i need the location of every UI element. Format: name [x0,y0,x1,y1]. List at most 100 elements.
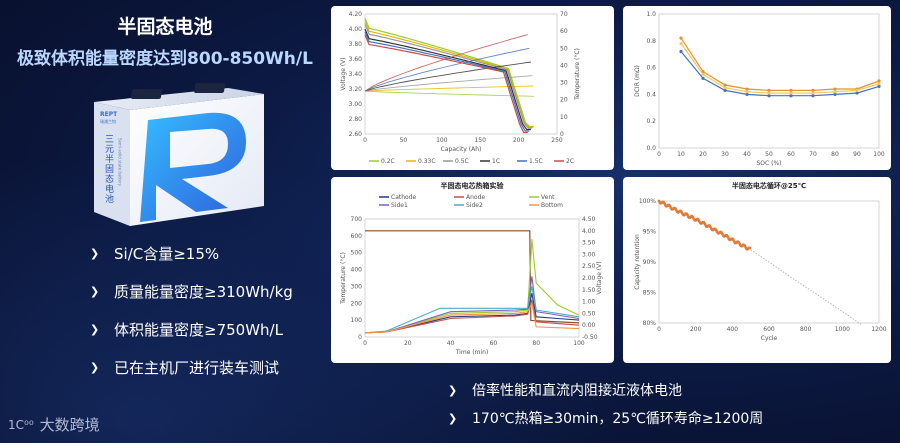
legend-label: 0.33C [418,158,436,165]
voltage-curve [364,24,533,129]
dcir-point [723,83,727,87]
y2-tick-label: 10 [560,114,568,121]
x-tick-label: 600 [763,326,775,333]
y2-tick-label: 40 [560,62,568,69]
x-tick-label: 1200 [871,326,886,333]
hot-box-chart-panel: 0 20 40 60 80 100 0 100 200 300 400 500 600 700 -0.50 0… [331,177,614,363]
feature-text: 体积能量密度≥750Wh/L [114,320,283,339]
y-tick-label: 0.6 [646,65,656,72]
x-tick-label: 200 [690,326,702,333]
temperature-curve [364,90,535,97]
dcir-point [745,87,749,91]
hot-box-chart: 0 20 40 60 80 100 0 100 200 300 400 500 600 700 -0.50 0… [340,181,603,356]
y-tick-label: 3.40 [349,71,363,78]
plot-frame [658,13,880,149]
feature-list: ❯ Si/C含量≥15% ❯ 质量能量密度≥310Wh/kg ❯ 体积能量密度≥750… [90,234,293,386]
y-axis-label: Temperature (°C) [340,252,347,305]
dcir-point [745,92,749,96]
legend-label: Anode [466,194,485,201]
y-tick-label: 100% [639,198,656,205]
battery-illustration: REPT 瑞浦兰钧 三元半固态电池 Semi-solid state batte… [94,83,264,226]
temperature-series-line [364,301,580,334]
y-axis-label: DCIR (mΩ) [634,65,641,97]
slide-title: 半固态电池 [117,16,213,38]
y2-tick-label: 0.50 [582,310,596,317]
dcir-point [789,91,793,95]
y2-tick-label: 4.50 [582,216,596,223]
y-tick-label: 3.60 [349,56,363,63]
x-axis-label: Time (min) [455,349,489,356]
watermark: 1C⁰⁰ 大数跨境 [8,414,100,435]
dcir-point [701,72,705,76]
summary-item: ❯ 170℃热箱≥30min，25℃循环寿命≥1200周 [448,404,763,432]
cycle-life-chart: 0 200 400 600 800 1000 1200 100% 95% 90% 85% 80% Cyc… [634,181,887,342]
cycle-life-chart-panel: 0 200 400 600 800 1000 1200 100% 95% 90% 85% 80% Cyc… [623,177,891,363]
x-tick-label: 40 [447,340,455,347]
y-axis-label: Capacity retention [634,234,641,290]
dcir-point [679,41,683,46]
dcir-point [679,36,683,40]
x-tick-label: 20 [699,151,707,158]
battery-side [94,102,130,226]
dcir-point [811,88,815,92]
battery-logo-mark [140,112,246,222]
y2-tick-label: 30 [560,80,568,87]
dcir-point [789,94,793,98]
summary-item: ❯ 倍率性能和直流内阻接近液体电池 [448,376,763,404]
feature-item: ❯ 质量能量密度≥310Wh/kg [90,272,293,310]
chevron-right-icon: ❯ [90,284,100,298]
y2-tick-label: 60 [560,28,568,35]
y2-tick-label: 0 [560,131,564,138]
x-tick-label: 60 [787,151,795,158]
slide-subtitle: 极致体积能量密度达到800-850Wh/L [17,49,313,69]
temperature-curve [364,47,530,92]
x-tick-label: 50 [400,137,408,144]
y-tick-label: 2.60 [349,131,363,138]
y-tick-label: 0.2 [646,118,656,125]
battery-top [94,88,264,110]
plot-frame [364,13,558,135]
dcir-point [767,88,771,92]
x-axis-label: Cycle [761,335,778,342]
x-tick-label: 100 [573,340,585,347]
dcir-point [767,91,771,95]
dcir-point [833,90,837,94]
x-tick-label: 0 [363,340,367,347]
y-tick-label: 0 [358,334,362,341]
battery-small-text: Semi-solid state battery [118,138,123,187]
dcir-point [833,92,837,96]
y-axis-label: Voltage (V) [340,57,347,90]
chevron-right-icon: ❯ [90,322,100,336]
dcir-point [745,90,749,94]
dcir-line [680,37,880,91]
y2-tick-label: 50 [560,45,568,52]
y-tick-label: 80% [643,320,657,327]
x-tick-label: 60 [490,340,498,347]
temperature-curve [364,85,534,92]
x-tick-label: 20 [404,340,412,347]
x-tick-label: 50 [765,151,773,158]
feature-text: 质量能量密度≥310Wh/kg [114,282,293,301]
x-tick-label: 40 [743,151,751,158]
y-tick-label: 700 [351,216,363,223]
voltage-curve [364,28,531,131]
chevron-right-icon: ❯ [90,246,100,260]
voltage-line [365,230,580,324]
x-axis-label: Capacity (Ah) [441,146,482,153]
dcir-point [723,88,727,92]
y-tick-label: 500 [351,250,363,257]
legend-label: 2C [566,158,574,165]
dcir-chart-panel: 0 10 20 30 40 50 60 70 80 90 100 0.0 0.2 0.4 0.6 0.8 1.0… [623,6,891,170]
x-tick-label: 150 [474,137,486,144]
x-tick-label: 100 [436,137,448,144]
x-tick-label: 250 [551,137,563,144]
battery-brand-sub: 瑞浦兰钧 [100,118,116,124]
y-tick-label: 2.80 [349,116,363,123]
chart-title: 半固态电芯热箱实验 [441,181,505,190]
x-tick-label: 90 [853,151,861,158]
voltage-curve [364,34,528,134]
y-tick-label: 3.20 [349,86,363,93]
plot-frame [364,218,580,338]
x-tick-label: 0 [363,137,367,144]
x-tick-label: 0 [657,151,661,158]
